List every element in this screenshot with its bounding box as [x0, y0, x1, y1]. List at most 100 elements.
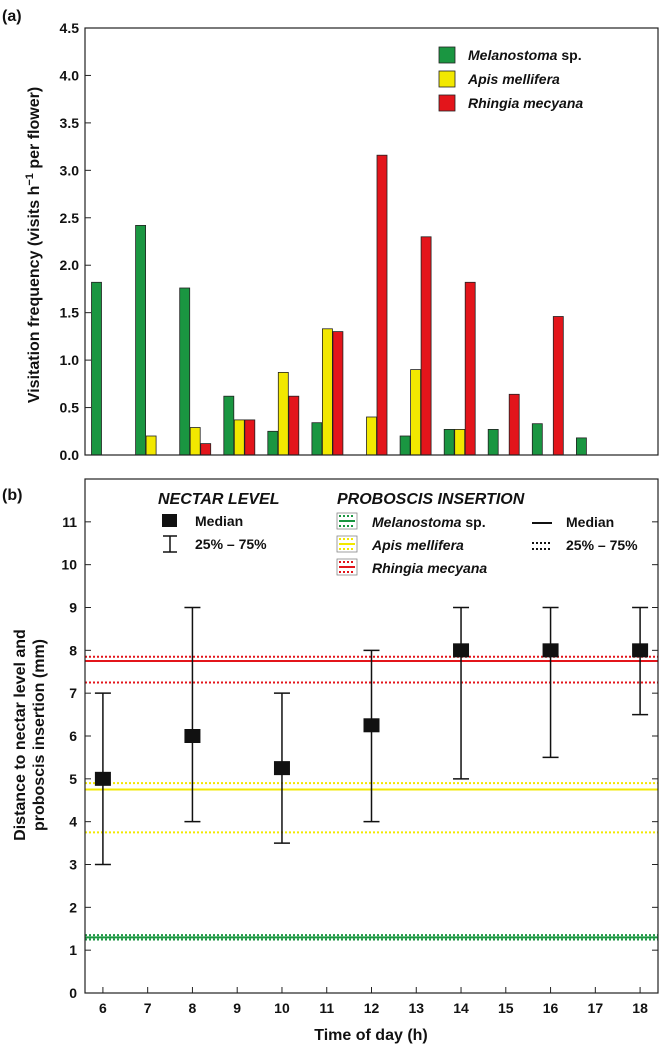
bar-rhingia-10	[288, 395, 300, 456]
y-tick-label: 4.5	[60, 20, 80, 36]
bar-melanostoma-17	[576, 437, 587, 456]
legend-swatch-apis	[438, 70, 456, 88]
bar-melanostoma-7	[135, 224, 147, 456]
y-tick-label: 0.5	[60, 400, 80, 416]
bar-melanostoma-6	[91, 281, 102, 456]
y-tick-label: 3.5	[60, 115, 80, 131]
x-tick-label: 11	[319, 1000, 334, 1016]
x-tick-label: 15	[498, 1000, 514, 1016]
bar-rhingia-8	[200, 443, 212, 456]
y-tick-label: 2	[69, 899, 77, 915]
y-tick-label: 8	[69, 642, 77, 658]
bar-melanostoma-16	[531, 423, 543, 456]
legend-nectar-title: NECTAR LEVEL	[158, 491, 279, 508]
median-marker-8	[184, 729, 201, 743]
error-bar-14	[453, 606, 470, 780]
panel-b-ylabel-line1: Distance to nectar level and	[12, 629, 29, 841]
bar-apis-14	[454, 428, 466, 456]
bar-melanostoma-14	[443, 428, 455, 456]
x-tick-label: 16	[543, 1000, 559, 1016]
x-tick-label: 13	[408, 1000, 424, 1016]
legend-nectar-iqr: 25% – 75%	[195, 536, 267, 552]
bar-apis-10	[277, 371, 289, 456]
bar-melanostoma-8	[179, 287, 191, 456]
panel-a-legend: Melanostoma sp. Apis mellifera Rhingia mec…	[438, 46, 583, 112]
bar-apis-12	[366, 416, 377, 456]
error-bar-18	[632, 606, 649, 716]
y-tick-label: 2.5	[60, 210, 80, 226]
y-tick-label: 5	[69, 771, 77, 787]
median-marker-12	[363, 718, 380, 733]
x-tick-label: 12	[364, 1000, 380, 1016]
x-tick-label: 17	[588, 1000, 604, 1016]
bar-melanostoma-11	[311, 422, 323, 456]
legend-proboscis-title: PROBOSCIS INSERTION	[337, 491, 525, 508]
bar-melanostoma-15	[487, 428, 499, 456]
bar-rhingia-12	[376, 154, 388, 456]
bar-rhingia-13	[420, 236, 432, 456]
legend-swatch-rhingia	[438, 94, 456, 112]
panel-b-frame	[84, 478, 659, 994]
y-tick-label: 1.5	[60, 305, 80, 321]
legend-label-apis: Apis mellifera	[467, 71, 560, 87]
x-tick-label: 14	[453, 1000, 469, 1016]
bar-melanostoma-10	[267, 430, 279, 456]
legend-median-square	[162, 514, 177, 527]
bar-rhingia-15	[508, 393, 520, 456]
error-bar-8	[184, 606, 201, 823]
legend-iqr-errorbar	[163, 535, 177, 553]
y-tick-label: 0	[69, 985, 77, 1001]
legend-species-rhingia: Rhingia mecyana	[372, 560, 487, 576]
median-marker-6	[94, 771, 111, 786]
bar-rhingia-16	[552, 316, 564, 456]
x-tick-label: 6	[99, 1000, 107, 1016]
median-marker-14	[453, 643, 470, 658]
x-tick-label: 9	[233, 1000, 241, 1016]
x-tick-label: 7	[144, 1000, 152, 1016]
panel-a-letter: (a)	[2, 8, 22, 25]
y-tick-label: 6	[69, 728, 77, 744]
legend-species-melanostoma: Melanostoma sp.	[372, 514, 486, 530]
y-tick-label: 3.0	[60, 162, 80, 178]
y-tick-label: 9	[69, 600, 77, 616]
bar-rhingia-11	[332, 331, 344, 456]
bar-rhingia-9	[244, 419, 256, 456]
panel-b-xlabel: Time of day (h)	[314, 1027, 428, 1044]
legend-label-melanostoma: Melanostoma sp.	[468, 47, 582, 63]
x-tick-label: 18	[632, 1000, 648, 1016]
bar-apis-13	[410, 369, 422, 456]
bar-apis-11	[321, 328, 333, 456]
error-bar-12	[363, 649, 380, 823]
panel-b-nectar-points	[94, 606, 649, 866]
x-tick-label: 8	[189, 1000, 197, 1016]
bar-apis-9	[233, 419, 245, 456]
legend-line-median: Median	[566, 514, 614, 530]
panel-b-legend: NECTAR LEVEL Median 25% – 75% PROBOSCIS …	[158, 491, 638, 576]
y-tick-label: 3	[69, 857, 77, 873]
legend-label-rhingia: Rhingia mecyana	[468, 95, 583, 111]
bar-rhingia-14	[464, 281, 476, 456]
y-tick-label: 1	[69, 942, 77, 958]
y-tick-label: 4.0	[60, 67, 80, 83]
bar-apis-7	[145, 435, 157, 456]
median-marker-10	[273, 761, 290, 776]
y-tick-label: 0.0	[60, 447, 80, 463]
bar-melanostoma-13	[399, 435, 411, 456]
panel-b-ylabel-line2: proboscis insertion (mm)	[31, 639, 48, 831]
legend-line-iqr: 25% – 75%	[566, 537, 638, 553]
bar-apis-8	[189, 427, 201, 456]
median-marker-16	[542, 643, 559, 658]
x-tick-label: 10	[274, 1000, 290, 1016]
panel-a-frame	[84, 27, 659, 456]
y-tick-label: 4	[69, 814, 77, 830]
y-tick-label: 2.0	[60, 257, 80, 273]
error-bar-16	[542, 606, 559, 759]
legend-swatch-melanostoma	[438, 46, 456, 64]
legend-species-apis: Apis mellifera	[371, 537, 464, 553]
legend-species-swatches	[336, 512, 358, 576]
y-tick-label: 1.0	[60, 352, 80, 368]
panel-a-bars	[91, 154, 587, 456]
y-tick-label: 11	[62, 514, 77, 530]
